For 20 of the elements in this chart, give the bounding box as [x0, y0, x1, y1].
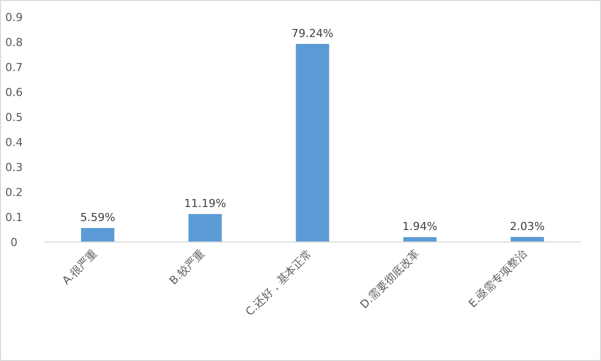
y-tick-label: 0.4 [5, 136, 23, 149]
y-tick-label: 0.9 [5, 11, 23, 24]
y-tick-label: 0.2 [5, 186, 23, 199]
y-tick-label: 0.6 [5, 86, 23, 99]
y-tick-label: 0 [10, 236, 18, 249]
y-tick-label: 0.7 [5, 61, 23, 74]
x-tick-label: A.很严重 [60, 246, 100, 288]
data-label: 79.24% [292, 26, 334, 40]
y-tick-label: 0.3 [5, 161, 23, 174]
y-tick-label: 0.8 [5, 36, 23, 49]
data-label: 2.03% [510, 220, 545, 233]
x-tick-label: C.还好，基本正常 [243, 246, 315, 318]
data-label: 5.59% [80, 211, 116, 224]
y-tick-label: 0.1 [5, 211, 23, 224]
data-label: 11.19% [184, 197, 226, 210]
x-tick-label: D.需要彻底改革 [358, 246, 422, 312]
x-tick-label: E.亟需专项整治 [466, 246, 530, 310]
data-label: 1.94% [402, 220, 438, 234]
y-tick-label: 0.5 [5, 111, 23, 124]
x-tick-label: B.较严重 [166, 246, 208, 288]
